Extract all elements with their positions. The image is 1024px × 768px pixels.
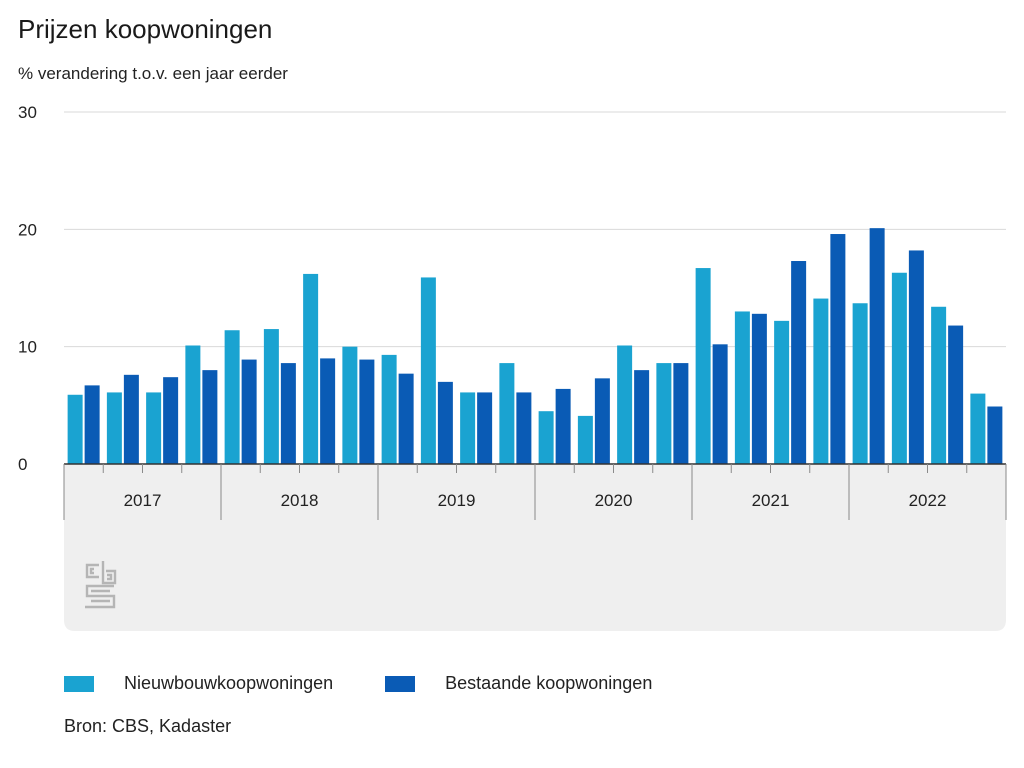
bar-nieuwbouw: [774, 320, 790, 464]
bar-nieuwbouw: [695, 268, 711, 464]
x-year-label: 2022: [909, 491, 947, 510]
bar-bestaand: [437, 381, 453, 464]
bar-nieuwbouw: [420, 277, 436, 464]
bar-bestaand: [123, 374, 139, 464]
bar-bestaand: [948, 325, 964, 464]
legend-label-nieuwbouw: Nieuwbouwkoopwoningen: [124, 673, 334, 693]
bar-nieuwbouw: [106, 392, 122, 464]
bar-nieuwbouw: [185, 345, 201, 464]
legend-swatch-nieuwbouw: [64, 675, 94, 692]
legend-swatch-bestaand: [385, 675, 416, 692]
bar-nieuwbouw: [146, 392, 162, 464]
y-tick-label: 30: [18, 103, 37, 122]
x-year-label: 2017: [124, 491, 162, 510]
bar-nieuwbouw: [381, 354, 397, 464]
bar-nieuwbouw: [891, 272, 907, 464]
bar-nieuwbouw: [931, 306, 947, 464]
x-year-label: 2018: [281, 491, 319, 510]
bar-nieuwbouw: [538, 411, 554, 464]
cbs-logo: [85, 561, 117, 609]
bar-nieuwbouw: [577, 415, 593, 464]
bar-bestaand: [751, 313, 767, 464]
bar-nieuwbouw: [67, 394, 83, 464]
bar-bestaand: [634, 370, 650, 464]
bar-bestaand: [594, 378, 610, 464]
bar-bestaand: [477, 392, 493, 464]
bar-bestaand: [791, 261, 807, 464]
bar-bestaand: [908, 250, 924, 464]
bar-nieuwbouw: [303, 273, 319, 464]
bar-bestaand: [241, 359, 257, 464]
bar-bestaand: [280, 363, 296, 464]
legend-label-bestaand: Bestaande koopwoningen: [445, 673, 653, 693]
legend-item-nieuwbouw[interactable]: Nieuwbouwkoopwoningen: [64, 673, 333, 694]
bar-bestaand: [320, 358, 336, 464]
legend: Nieuwbouwkoopwoningen Bestaande koopwoni…: [64, 673, 704, 694]
y-tick-label: 0: [18, 455, 27, 474]
chart-title: Prijzen koopwoningen: [18, 14, 273, 44]
logo-panel: [64, 520, 1006, 631]
bar-nieuwbouw: [224, 330, 240, 464]
bar-bestaand: [84, 385, 100, 464]
bar-nieuwbouw: [813, 298, 829, 464]
bar-chart: 0 10 20 30 2017 2018 2019 2020 2021 2022: [18, 103, 1007, 631]
bar-nieuwbouw: [970, 393, 986, 464]
bar-nieuwbouw: [656, 363, 672, 464]
chart-subtitle: % verandering t.o.v. een jaar eerder: [18, 64, 288, 83]
x-year-label: 2020: [595, 491, 633, 510]
bar-bestaand: [987, 406, 1003, 464]
bar-nieuwbouw: [734, 311, 750, 464]
bar-nieuwbouw: [460, 392, 476, 464]
bar-bestaand: [712, 344, 728, 464]
bar-bestaand: [516, 392, 532, 464]
bar-nieuwbouw: [263, 329, 279, 464]
bar-bestaand: [869, 228, 885, 464]
source-note: Bron: CBS, Kadaster: [64, 716, 232, 736]
y-tick-label: 20: [18, 220, 37, 239]
bar-bestaand: [398, 373, 414, 464]
y-tick-label: 10: [18, 338, 37, 357]
bar-bestaand: [673, 363, 689, 464]
bar-nieuwbouw: [342, 346, 358, 464]
bar-nieuwbouw: [617, 345, 633, 464]
bar-nieuwbouw: [852, 303, 868, 464]
bar-bestaand: [163, 377, 179, 464]
bar-bestaand: [359, 359, 375, 464]
x-year-label: 2021: [752, 491, 790, 510]
legend-item-bestaand[interactable]: Bestaande koopwoningen: [385, 673, 652, 694]
bar-bestaand: [202, 370, 218, 464]
bar-bestaand: [555, 388, 571, 464]
bar-nieuwbouw: [499, 363, 515, 464]
bar-bestaand: [830, 234, 846, 464]
x-year-label: 2019: [438, 491, 476, 510]
